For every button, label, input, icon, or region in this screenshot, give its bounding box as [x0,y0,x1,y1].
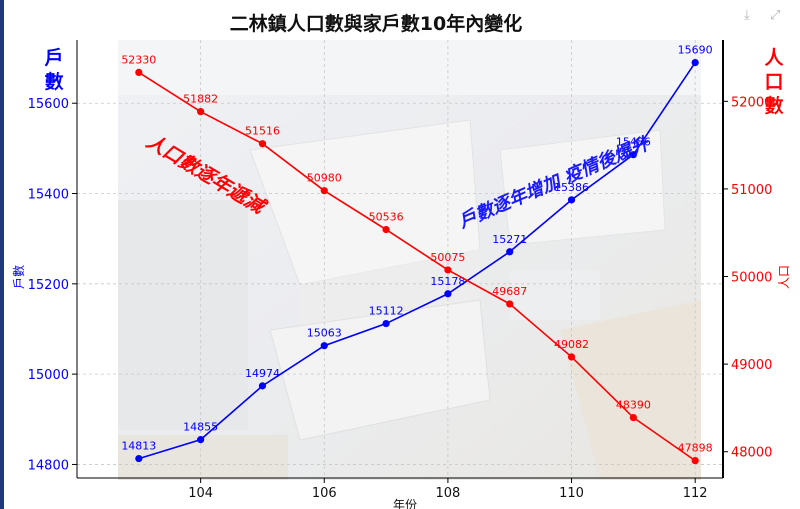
left-edge-strip [0,0,4,509]
side-label-char: 數 [44,71,63,93]
right-axis-label: 人口 [777,265,791,289]
data-label: 49687 [492,285,527,298]
data-label: 49082 [554,338,589,351]
axes: 14800 15000 15200 15400 15600 104 106 108 110 112… [28,40,772,501]
side-label-char: 數 [764,95,783,117]
data-label: 51882 [183,93,218,106]
data-label: 15178 [430,275,465,288]
data-label: 15690 [678,44,713,57]
data-point [197,108,205,116]
side-label-char: 戶 [44,46,63,69]
background-photo [118,40,701,480]
data-point [320,187,328,195]
data-label: 15386 [554,181,589,194]
data-label: 14855 [183,421,218,434]
x-axis-label: 年份 [393,498,417,509]
data-label: 14813 [121,440,156,453]
data-label: 47898 [678,442,713,455]
x-tick-label: 110 [559,486,584,501]
left-side-label-stack: 戶數 [44,46,63,93]
data-point [135,454,143,463]
data-label: 50075 [430,251,465,264]
series-line-right [138,71,696,462]
chart-title: 二林鎮人口數與家戶數10年內變化 [230,12,522,35]
data-point [567,353,576,361]
data-label: 15486 [616,136,651,149]
left-tick-label: 15200 [28,278,69,293]
data-label: 51516 [245,125,280,138]
data-point [629,151,637,159]
left-tick-label: 15600 [28,97,69,112]
data-point [506,300,514,308]
data-label: 50980 [307,172,342,185]
chart-marks: 14813 14855 14974 15063 15112 15178 15271 15386… [121,44,713,465]
side-label-char: 人 [764,47,784,69]
left-axis-label: 戶數 [12,265,26,289]
data-point [258,140,267,148]
data-label: 48390 [616,399,651,412]
right-tick-label: 50000 [731,271,772,286]
right-tick-label: 51000 [731,183,772,198]
data-point [382,319,390,328]
left-tick-label: 14800 [28,458,69,473]
series-line-left [138,62,696,460]
data-point [135,68,143,77]
left-tick-label: 15000 [28,368,69,383]
data-label: 15271 [492,233,527,246]
data-label: 50536 [369,211,404,224]
data-point [382,225,390,234]
data-label: 15112 [369,305,404,318]
x-tick-label: 108 [435,486,460,501]
right-tick-label: 49000 [731,358,772,373]
data-point [567,196,576,204]
left-tick-label: 15400 [28,188,69,203]
data-point [444,266,452,274]
data-point [320,342,328,350]
data-point [506,248,514,256]
data-label: 15063 [307,327,342,340]
data-point [691,58,699,67]
data-label: 52330 [121,53,156,66]
right-tick-label: 48000 [731,446,772,461]
x-tick-label: 112 [683,486,708,501]
data-point [691,457,699,465]
right-side-label: 人口數 [764,47,784,117]
data-point [197,436,205,444]
x-tick-label: 104 [188,486,213,501]
data-point [444,290,452,298]
expand-icon[interactable]: ⤢ [770,8,781,23]
data-point [258,382,267,390]
side-label-char: 口 [764,71,783,93]
x-tick-label: 106 [312,486,337,501]
data-point [629,413,637,422]
data-label: 14974 [245,367,280,380]
download-icon[interactable]: ⤓ [744,8,750,23]
right-tick-label: 52000 [731,95,772,110]
